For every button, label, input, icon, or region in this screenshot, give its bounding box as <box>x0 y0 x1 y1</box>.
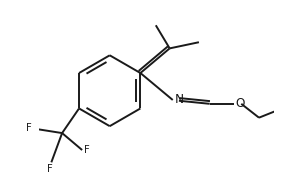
Text: N: N <box>174 93 183 107</box>
Text: F: F <box>26 123 31 133</box>
Text: F: F <box>47 164 53 174</box>
Text: F: F <box>84 145 89 155</box>
Text: O: O <box>235 97 245 110</box>
